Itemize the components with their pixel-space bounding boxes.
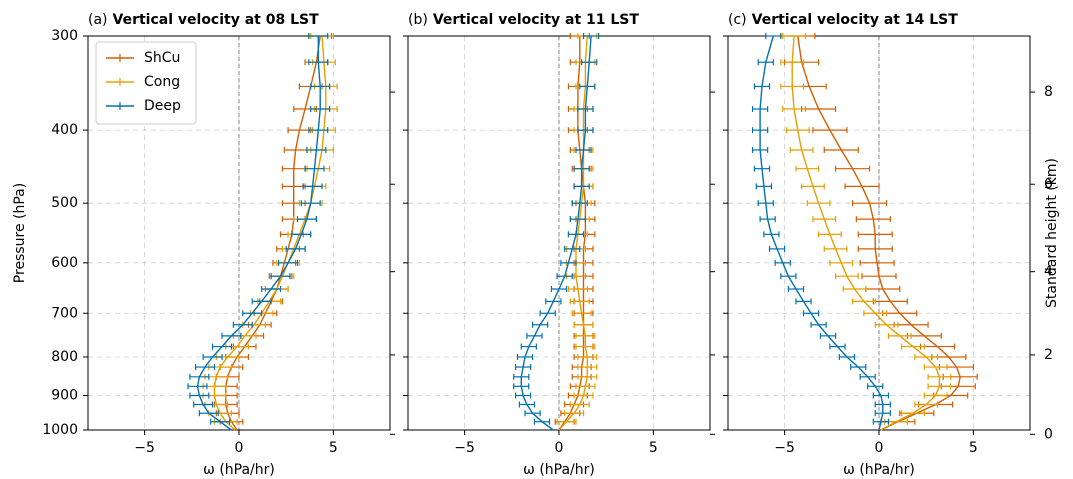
panel-label: (b) (408, 12, 428, 28)
y-tick-label: 700 (51, 305, 78, 321)
y-tick-label: 1000 (42, 422, 78, 438)
panel-0: −5 0 5 ω (hPa/hr) (a) Vertical velocity at 08… (12, 12, 395, 478)
y2-tick-label: 0 (1044, 426, 1053, 442)
series-line-Deep (520, 35, 592, 431)
x-tick-label: −5 (454, 440, 475, 456)
y2-axis-label: Standard height (km) (1044, 158, 1060, 308)
legend-label: Deep (144, 98, 181, 114)
y2-tick-label: 8 (1044, 84, 1053, 100)
y2-tick-label: 4 (1044, 264, 1053, 280)
y-tick-label: 400 (51, 122, 78, 138)
panel-title: (c) Vertical velocity at 14 LST (728, 12, 958, 28)
legend-label: Cong (144, 74, 180, 90)
legend-box (95, 41, 197, 125)
panel-title: (b) Vertical velocity at 11 LST (408, 12, 639, 28)
x-tick-label: 5 (649, 440, 658, 456)
panel-label: (c) (728, 12, 747, 28)
series-line-Deep (196, 36, 321, 431)
x-tick-label: 0 (235, 440, 244, 456)
panel-title: (a) Vertical velocity at 08 LST (88, 12, 319, 28)
panel-title-text: Vertical velocity at 14 LST (752, 12, 959, 28)
panel-title-text: Vertical velocity at 08 LST (113, 12, 320, 28)
panel-2: −5 0 5 ω (hPa/hr) (c) Vertical velocity at 14… (723, 12, 1060, 478)
panel-1: −5 0 5 ω (hPa/hr) (b) Vertical velocity at 11… (403, 12, 715, 478)
series-line-Cong (791, 35, 941, 431)
legend-label: ShCu (144, 50, 180, 66)
series-line-ShCu (558, 36, 587, 431)
panel-label: (a) (88, 12, 108, 28)
x-tick-label: 0 (875, 440, 884, 456)
y-tick-label: 500 (51, 195, 78, 211)
x-tick-label: −5 (134, 440, 155, 456)
y2-tick-label: 2 (1044, 347, 1053, 363)
x-axis-label: ω (hPa/hr) (843, 462, 915, 478)
y2-tick-label: 6 (1044, 176, 1053, 192)
series-line-ShCu (225, 35, 321, 431)
x-tick-label: 0 (555, 440, 564, 456)
y-axis-label: Pressure (hPa) (12, 183, 28, 283)
x-axis-label: ω (hPa/hr) (203, 462, 275, 478)
x-tick-label: 5 (329, 440, 338, 456)
y-tick-label: 900 (51, 388, 78, 404)
x-axis-label: ω (hPa/hr) (523, 462, 595, 478)
y-tick-label: 800 (51, 349, 78, 365)
x-tick-label: −5 (774, 440, 795, 456)
panel-title-text: Vertical velocity at 11 LST (433, 12, 640, 28)
y-tick-label: 600 (51, 255, 78, 271)
y-tick-label: 300 (51, 28, 78, 44)
x-tick-label: 5 (969, 440, 978, 456)
